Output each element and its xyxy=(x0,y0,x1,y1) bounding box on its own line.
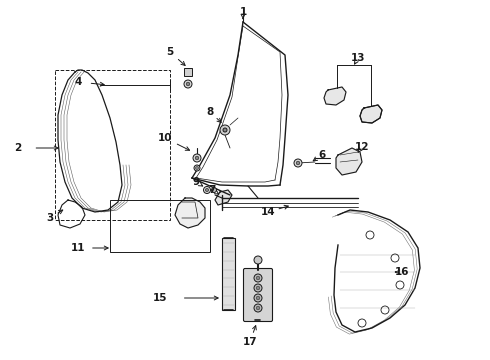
Bar xyxy=(55,70,170,220)
Circle shape xyxy=(184,80,192,88)
Circle shape xyxy=(254,274,262,282)
Circle shape xyxy=(254,256,262,264)
Text: 11: 11 xyxy=(71,243,85,253)
Circle shape xyxy=(212,188,217,193)
Text: 3: 3 xyxy=(47,213,53,223)
Text: 2: 2 xyxy=(14,143,22,153)
Text: 17: 17 xyxy=(243,337,257,347)
Circle shape xyxy=(256,286,260,290)
Circle shape xyxy=(220,125,230,135)
Circle shape xyxy=(254,304,262,312)
Text: 13: 13 xyxy=(351,53,365,63)
Text: 16: 16 xyxy=(395,267,409,277)
Circle shape xyxy=(193,154,201,162)
Polygon shape xyxy=(324,87,346,105)
Text: 5: 5 xyxy=(167,47,173,57)
Circle shape xyxy=(294,159,302,167)
Bar xyxy=(110,200,210,252)
Circle shape xyxy=(256,306,260,310)
Text: 8: 8 xyxy=(206,107,214,117)
Text: 14: 14 xyxy=(261,207,275,217)
Circle shape xyxy=(196,166,198,170)
Circle shape xyxy=(256,296,260,300)
Polygon shape xyxy=(215,190,232,205)
Polygon shape xyxy=(336,148,362,175)
Text: 9: 9 xyxy=(193,177,199,187)
Circle shape xyxy=(254,284,262,292)
Circle shape xyxy=(254,294,262,302)
Circle shape xyxy=(205,188,209,192)
Bar xyxy=(222,238,235,310)
Text: 10: 10 xyxy=(158,133,172,143)
Text: 7: 7 xyxy=(208,185,216,195)
Bar xyxy=(184,68,192,76)
Circle shape xyxy=(223,128,227,132)
Text: 12: 12 xyxy=(355,142,369,152)
Circle shape xyxy=(186,82,190,86)
Text: 15: 15 xyxy=(153,293,167,303)
Text: 4: 4 xyxy=(74,77,82,87)
FancyBboxPatch shape xyxy=(244,269,272,321)
Circle shape xyxy=(195,156,199,160)
Circle shape xyxy=(296,161,300,165)
Circle shape xyxy=(256,276,260,280)
Text: 6: 6 xyxy=(318,150,326,160)
Circle shape xyxy=(194,165,200,171)
Polygon shape xyxy=(360,105,382,123)
Text: 1: 1 xyxy=(240,7,246,17)
Circle shape xyxy=(203,186,211,194)
Polygon shape xyxy=(175,198,205,228)
